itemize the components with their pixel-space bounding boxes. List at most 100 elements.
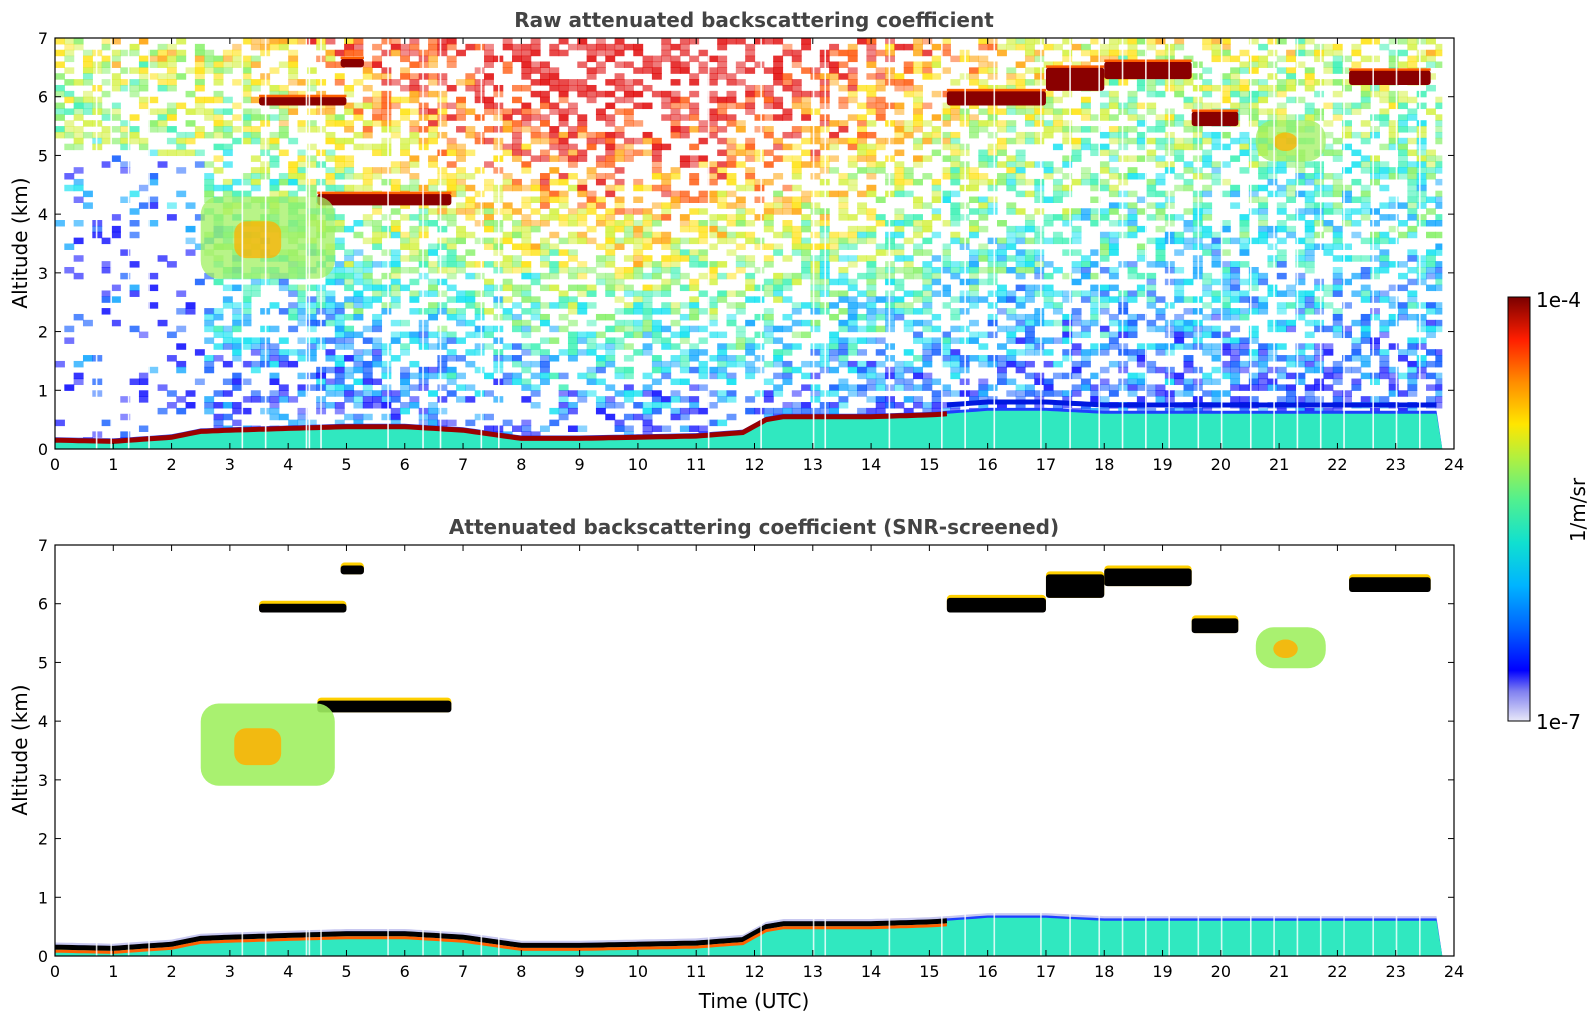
noise-cell [586, 237, 597, 245]
noise-cell [1220, 225, 1231, 233]
noise-cell [101, 296, 112, 303]
noise-cell [1230, 261, 1241, 268]
noise-cell [670, 167, 681, 174]
noise-cell [1071, 225, 1082, 233]
noise-cell [428, 372, 438, 380]
noise-cell [661, 278, 672, 286]
noise-cell [586, 290, 597, 297]
noise-cell [950, 237, 961, 245]
noise-cell [521, 149, 532, 157]
noise-cell [894, 231, 905, 239]
noise-cell [456, 173, 466, 180]
noise-cell [931, 114, 942, 121]
noise-cell [605, 49, 616, 57]
noise-cell [614, 108, 625, 115]
noise-cell [213, 278, 224, 286]
noise-cell [857, 384, 868, 391]
noise-cell [334, 137, 345, 145]
noise-cell [707, 319, 718, 327]
noise-cell [623, 390, 634, 397]
noise-cell [1370, 231, 1380, 239]
noise-cell [698, 425, 709, 432]
noise-cell [1006, 231, 1017, 239]
noise-cell [1043, 196, 1054, 203]
noise-cell [1258, 360, 1269, 368]
noise-cell [1034, 38, 1045, 45]
noise-cell [325, 131, 336, 139]
noise-cell [428, 407, 438, 415]
noise-cell [614, 131, 625, 139]
noise-cell [1071, 360, 1082, 368]
noise-cell [875, 308, 886, 315]
noise-cell [157, 73, 168, 80]
noise-cell [362, 73, 373, 80]
noise-cell [1043, 167, 1054, 174]
noise-cell [1276, 79, 1287, 86]
noise-cell [1174, 79, 1185, 86]
noise-cell [250, 137, 261, 145]
noise-cell [773, 243, 784, 250]
noise-cell [689, 296, 700, 303]
noise-cell [791, 402, 802, 409]
noise-cell [409, 243, 420, 250]
noise-cell [530, 431, 541, 438]
noise-cell [64, 96, 75, 104]
noise-cell [670, 61, 681, 68]
noise-cell [1360, 296, 1371, 303]
noise-cell [1090, 55, 1101, 63]
noise-cell [866, 231, 877, 239]
noise-cell [1127, 114, 1138, 121]
noise-cell [1398, 313, 1408, 321]
noise-cell [1342, 120, 1353, 127]
noise-cell [1211, 378, 1222, 386]
noise-cell [950, 308, 961, 315]
noise-cell [1360, 184, 1371, 192]
noise-cell [1024, 331, 1035, 339]
noise-cell [1248, 137, 1259, 145]
noise-cell [754, 237, 765, 245]
noise-cell [334, 308, 345, 315]
noise-cell [166, 49, 177, 57]
noise-cell [810, 372, 821, 380]
noise-cell [129, 67, 140, 74]
noise-cell [661, 402, 672, 409]
noise-cell [232, 319, 243, 327]
noise-cell [390, 355, 401, 362]
noise-cell [344, 102, 355, 110]
noise-cell [745, 349, 756, 356]
noise-cell [745, 43, 756, 51]
noise-cell [1314, 190, 1325, 198]
noise-cell [801, 261, 812, 268]
noise-cell [745, 208, 756, 215]
noise-cell [931, 43, 942, 51]
noise-cell [530, 272, 541, 280]
noise-cell [1202, 284, 1213, 292]
noise-cell [353, 173, 364, 180]
noise-cell [1220, 313, 1231, 321]
noise-cell [866, 49, 877, 57]
noise-cell [1220, 349, 1231, 356]
noise-cell [1062, 214, 1073, 221]
noise-cell [829, 313, 840, 321]
noise-cell [847, 384, 858, 391]
noise-cell [1146, 178, 1157, 186]
noise-cell [1295, 43, 1306, 51]
noise-cell [623, 319, 634, 327]
noise-cell [782, 196, 793, 203]
noise-cell [185, 108, 196, 115]
noise-cell [1342, 331, 1353, 339]
noise-cell [465, 302, 476, 309]
noise-cell [1276, 396, 1287, 403]
noise-cell [1062, 331, 1073, 339]
noise-cell [605, 384, 616, 391]
noise-cell [847, 214, 858, 221]
noise-cell [82, 79, 93, 86]
noise-cell [465, 249, 476, 256]
noise-cell [1080, 143, 1091, 151]
noise-cell [595, 220, 606, 227]
noise-cell [735, 214, 746, 221]
noise-cell [1052, 231, 1063, 239]
noise-cell [222, 184, 233, 192]
noise-cell [875, 349, 886, 356]
noise-cell [1108, 360, 1119, 368]
